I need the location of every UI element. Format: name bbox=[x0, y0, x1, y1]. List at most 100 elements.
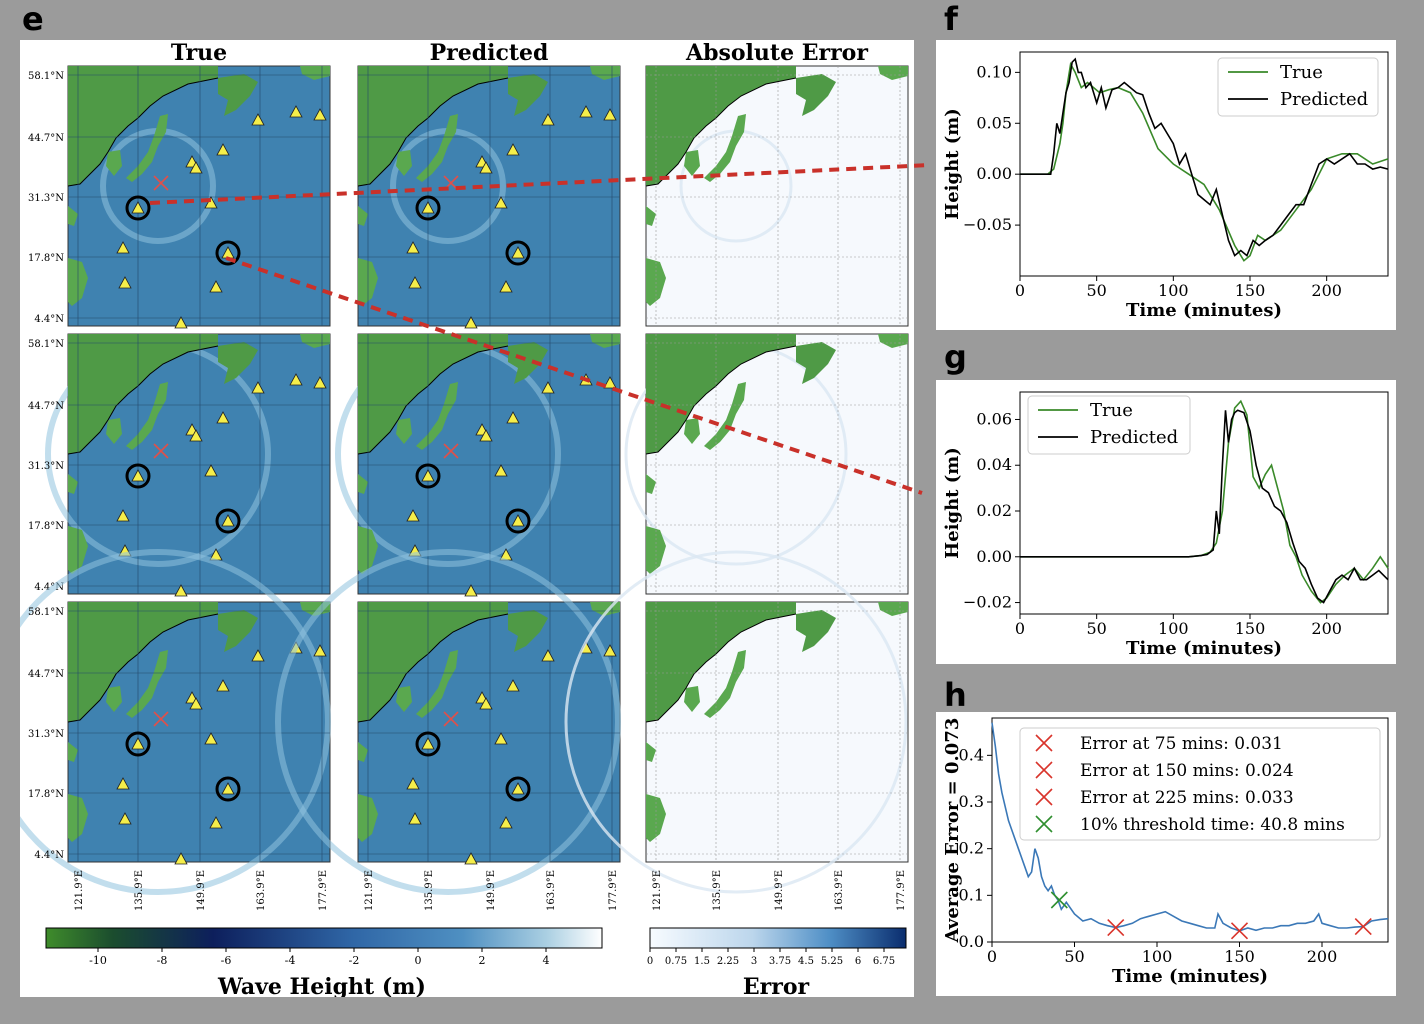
epicenter-x bbox=[153, 711, 169, 727]
x-tick-label: 100 bbox=[1158, 281, 1189, 300]
legend-label: True bbox=[1090, 400, 1133, 421]
colorbar-error bbox=[649, 927, 907, 949]
station-triangle bbox=[174, 852, 188, 865]
y-axis-label: Height (m) bbox=[942, 447, 963, 559]
x-axis-label: Time (minutes) bbox=[1126, 300, 1282, 321]
land-kamchatka bbox=[796, 74, 836, 116]
colorbar-error-tick: 4.5 bbox=[798, 956, 814, 967]
error-ring bbox=[564, 550, 908, 894]
colorbar-wave-tick: 4 bbox=[543, 954, 550, 967]
legend-marker bbox=[1035, 734, 1053, 752]
land-asia bbox=[68, 334, 218, 454]
lat-tick-label: 17.8°N bbox=[28, 789, 64, 800]
x-tick-label: 0 bbox=[987, 947, 997, 966]
land-taiwan bbox=[646, 206, 656, 226]
lat-tick-label: 44.7°N bbox=[28, 401, 64, 412]
station-triangle bbox=[494, 732, 508, 745]
land-japan bbox=[416, 114, 458, 182]
station-triangle bbox=[221, 514, 235, 527]
station-triangle bbox=[506, 143, 520, 156]
lat-tick-label: 58.1°N bbox=[28, 607, 64, 618]
x-tick-label: 100 bbox=[1158, 619, 1189, 638]
legend: Error at 75 mins: 0.031 Error at 150 mins… bbox=[1019, 727, 1381, 841]
lon-tick-label: 149.9°E bbox=[774, 870, 785, 911]
legend-marker bbox=[1035, 761, 1053, 779]
colorbar-wave bbox=[45, 927, 603, 949]
station-triangle bbox=[464, 584, 478, 597]
legend-label: True bbox=[1280, 62, 1323, 83]
panel-label-e: e bbox=[22, 0, 44, 38]
station-highlight-circle bbox=[505, 508, 531, 534]
colorbar-wave-tick: -6 bbox=[221, 954, 232, 967]
colorbar-error-tick: 6 bbox=[855, 956, 861, 967]
y-tick-label: 0.00 bbox=[976, 164, 1012, 183]
lat-tick-label: 4.4°N bbox=[34, 850, 64, 861]
panel-f: 0 50 100 150 200 −0.05 0.00 0.05 0.10 Time (minut… bbox=[936, 40, 1396, 330]
station-triangle bbox=[479, 697, 493, 710]
column-title: Predicted bbox=[430, 40, 549, 66]
station-triangle bbox=[251, 113, 265, 126]
series-line bbox=[991, 722, 1389, 932]
land-alaska bbox=[590, 66, 620, 80]
station-triangle bbox=[221, 782, 235, 795]
land-korea bbox=[106, 686, 122, 712]
y-tick-label: 0.10 bbox=[976, 62, 1012, 81]
lon-tick-label: 135.9°E bbox=[424, 870, 435, 911]
land-asia bbox=[358, 66, 508, 186]
epicenter-x bbox=[443, 711, 459, 727]
lon-tick-label: 163.9°E bbox=[546, 870, 557, 911]
data-marker bbox=[1107, 918, 1125, 937]
legend: True Predicted bbox=[1217, 57, 1379, 117]
column-title: Absolute Error bbox=[685, 40, 868, 66]
station-triangle bbox=[116, 777, 130, 790]
lon-tick-label: 149.9°E bbox=[196, 870, 207, 911]
coastline bbox=[67, 613, 219, 723]
station-triangle bbox=[116, 241, 130, 254]
station-triangle bbox=[189, 697, 203, 710]
station-triangle bbox=[499, 816, 513, 829]
x-axis-label: Time (minutes) bbox=[1126, 638, 1282, 659]
x-tick-label: 100 bbox=[1142, 947, 1173, 966]
station-triangle bbox=[174, 584, 188, 597]
x-tick-label: 0 bbox=[1015, 281, 1025, 300]
lat-tick-label: 44.7°N bbox=[28, 669, 64, 680]
map-panel bbox=[67, 65, 331, 329]
chart-h: 0 50 100 150 200 0.0 0.1 0.2 0.3 0.4 Time (minutes… bbox=[942, 717, 1389, 987]
panel-label-g: g bbox=[944, 338, 967, 376]
x-tick-label: 200 bbox=[1311, 281, 1342, 300]
chart-f: 0 50 100 150 200 −0.05 0.00 0.05 0.10 Time (minut… bbox=[942, 51, 1389, 321]
station-triangle bbox=[506, 679, 520, 692]
land-taiwan bbox=[68, 206, 78, 226]
lat-tick-label: 31.3°N bbox=[28, 729, 64, 740]
station-highlight-circle bbox=[215, 776, 241, 802]
lon-tick-label: 177.9°E bbox=[318, 870, 329, 911]
land-taiwan bbox=[68, 474, 78, 494]
station-triangle bbox=[421, 201, 435, 214]
x-axis-label: Time (minutes) bbox=[1112, 966, 1268, 987]
land-asia bbox=[646, 66, 796, 186]
station-triangle bbox=[406, 777, 420, 790]
panel-g: 0 50 100 150 200 −0.02 0.00 0.02 0.04 0.06 Time (m… bbox=[936, 380, 1396, 664]
y-axis-label: Average Error = 0.073 bbox=[942, 718, 963, 944]
lat-tick-label: 4.4°N bbox=[34, 314, 64, 325]
station-triangle bbox=[408, 812, 422, 825]
x-tick-label: 200 bbox=[1311, 619, 1342, 638]
colorbar-wave-label: Wave Height (m) bbox=[217, 974, 426, 997]
series-line bbox=[1020, 61, 1389, 262]
station-triangle bbox=[251, 649, 265, 662]
map-grid: True Predicted Absolute Error 58.1°N 44.7°N 3… bbox=[0, 40, 909, 1000]
land-taiwan bbox=[358, 742, 368, 762]
colorbar-error-tick: 0 bbox=[647, 956, 653, 967]
station-triangle bbox=[603, 108, 617, 121]
wave-front bbox=[275, 549, 621, 895]
lat-tick-label: 58.1°N bbox=[28, 339, 64, 350]
land-alaska bbox=[878, 602, 908, 616]
lat-tick-label: 58.1°N bbox=[28, 71, 64, 82]
land-korea bbox=[106, 418, 122, 444]
station-triangle bbox=[313, 108, 327, 121]
map-panel bbox=[645, 65, 909, 327]
lon-tick-label: 121.9°E bbox=[74, 870, 85, 911]
legend-marker bbox=[1035, 815, 1053, 833]
station-highlight-circle bbox=[125, 463, 151, 489]
colorbar-wave-tick: 2 bbox=[479, 954, 486, 967]
